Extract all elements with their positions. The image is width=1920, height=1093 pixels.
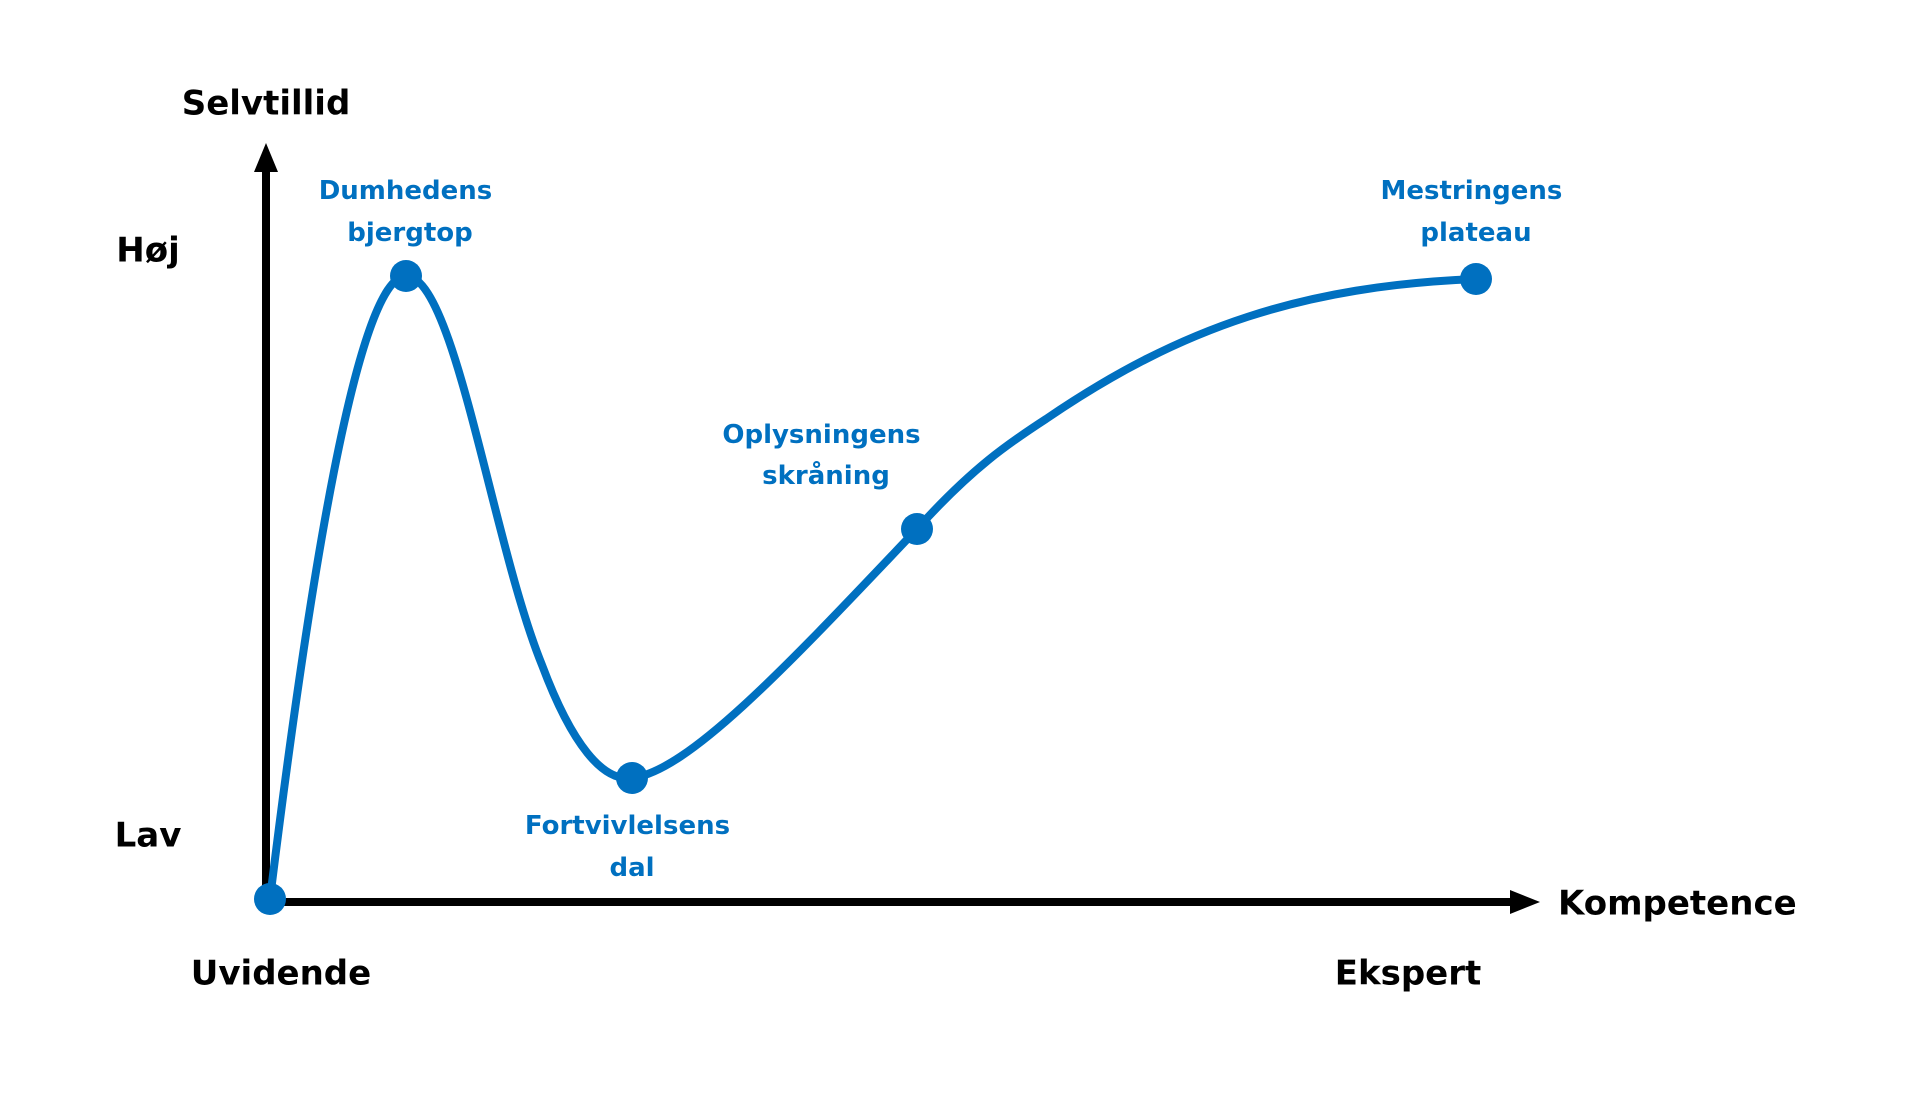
curve-point	[1460, 263, 1492, 295]
curve-point	[390, 260, 422, 292]
stage-label: Fortvivlelsens dal	[525, 811, 739, 883]
stage-line: plateau	[1420, 218, 1531, 248]
stage-line: Dumhedens	[319, 176, 493, 206]
curve-point	[254, 883, 286, 915]
curve-point	[616, 762, 648, 794]
curve-point	[901, 513, 933, 545]
stage-line: skråning	[762, 459, 890, 491]
x-low-label: Uvidende	[191, 954, 371, 994]
stage-label: Oplysningens skråning	[722, 420, 929, 491]
stage-line: bjergtop	[347, 218, 473, 248]
x-high-label: Ekspert	[1335, 954, 1482, 994]
confidence-curve	[266, 271, 1480, 903]
y-axis-title: Selvtillid	[182, 84, 351, 124]
stage-label: Mestringens plateau	[1381, 176, 1572, 248]
stage-label: Dumhedens bjergtop	[319, 176, 502, 248]
stage-line: Fortvivlelsens	[525, 811, 730, 841]
y-low-label: Lav	[115, 816, 182, 856]
stage-line: dal	[609, 853, 654, 883]
stage-line: Oplysningens	[722, 420, 920, 450]
stage-line: Mestringens	[1381, 176, 1563, 206]
y-arrow	[254, 143, 278, 172]
y-high-label: Høj	[116, 231, 179, 271]
x-axis-title: Kompetence	[1558, 884, 1797, 924]
x-arrow	[1510, 890, 1540, 914]
